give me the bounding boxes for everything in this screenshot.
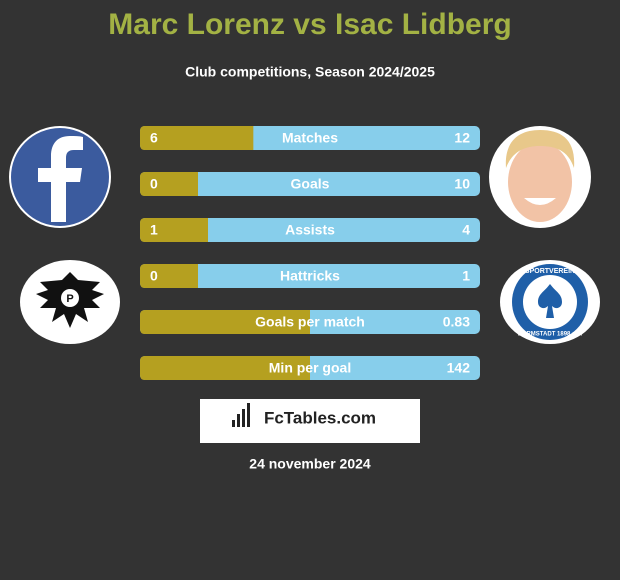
subtitle: Club competitions, Season 2024/2025 [185,64,435,80]
left-value: 1 [150,222,158,238]
stat-label: Min per goal [269,360,351,376]
right-player-avatar [489,126,591,228]
stat-label: Matches [282,130,338,146]
bar-track [140,218,480,242]
right-club-logo: SPORTVEREIN DARMSTADT 1898 e.V. [500,260,600,344]
bar-left-segment [140,126,254,150]
brand-box [200,399,420,443]
right-value: 1 [462,268,470,284]
right-value: 4 [462,222,470,238]
right-value: 142 [447,360,471,376]
brand-icon [232,403,250,427]
bar-track [140,172,480,196]
left-value: 0 [150,268,158,284]
club-text: DARMSTADT 1898 e.V. [518,332,583,338]
stat-label: Hattricks [280,268,340,284]
right-value: 10 [454,176,470,192]
left-value: 6 [150,130,158,146]
title: Marc Lorenz vs Isac Lidberg [108,8,511,41]
club-text: SPORTVEREIN [525,268,575,275]
bar-track [140,264,480,288]
stat-label: Goals [291,176,330,192]
svg-text:P: P [66,293,73,305]
left-club-logo: P [20,260,120,344]
bar-left-segment [140,172,198,196]
right-value: 0.83 [443,314,470,330]
stat-rows: Matches 6 12 Goals 0 10 Assists 1 4 Hattricks 0 1 Go… [140,126,480,380]
date: 24 november 2024 [249,456,371,472]
bar-left-segment [140,218,208,242]
stat-label: Assists [285,222,335,238]
bar-left-segment [140,310,310,334]
left-player-avatar [9,126,111,228]
bar-left-segment [140,264,198,288]
right-value: 12 [454,130,470,146]
bar-left-segment [140,356,310,380]
brand: FcTables.com [264,408,376,427]
stat-label: Goals per match [255,314,365,330]
left-value: 0 [150,176,158,192]
